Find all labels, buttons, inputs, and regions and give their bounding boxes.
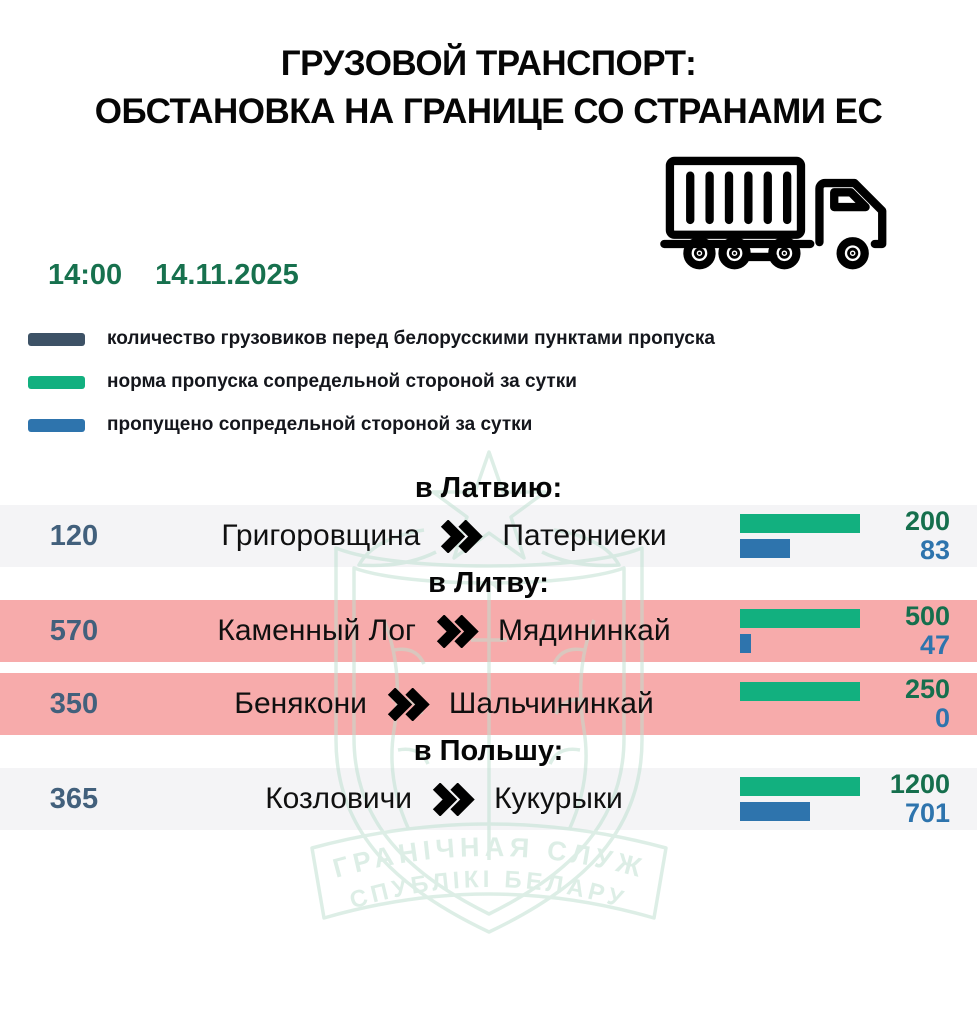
truck-icon <box>657 148 897 274</box>
section-header-poland: в Польшу: <box>413 735 564 767</box>
section-header-lithuania: в Литву: <box>428 567 549 599</box>
table-row: 120 Григоровщина Патерниеки 200 83 <box>0 505 977 567</box>
crossing-from: Григоровщина <box>221 519 421 552</box>
passed-value: 47 <box>919 630 950 660</box>
table-row: 570 Каменный Лог Мядининкай 500 47 <box>0 600 977 662</box>
norm-value: 200 <box>904 506 950 536</box>
crossing-names: Григоровщина Патерниеки <box>148 519 740 553</box>
crossing-from: Каменный Лог <box>217 614 416 647</box>
crossing-to: Мядининкай <box>497 614 671 647</box>
header-area: 14:00 14.11.2025 <box>0 140 977 300</box>
norm-value: 1200 <box>889 769 950 799</box>
norm-bar <box>740 777 860 796</box>
table-row: 350 Бенякони Шальчининкай 250 0 <box>0 673 977 735</box>
crossing-to: Патерниеки <box>502 519 667 552</box>
timestamp: 14:00 14.11.2025 <box>48 259 299 292</box>
time-value: 14:00 <box>48 259 123 291</box>
double-chevron-icon <box>438 519 484 553</box>
legend-item-norm: норма пропуска сопредельной стороной за … <box>28 371 977 393</box>
passed-value: 701 <box>904 798 950 828</box>
crossing-from: Козловичи <box>265 782 413 815</box>
crossing-names: Бенякони Шальчининкай <box>148 687 740 721</box>
title-line-1: ГРУЗОВОЙ ТРАНСПОРТ: <box>280 44 697 83</box>
queue-count: 570 <box>49 614 99 647</box>
passed-bar <box>740 802 810 821</box>
legend-label: количество грузовиков перед белорусскими… <box>107 328 715 349</box>
passed-value: 0 <box>934 703 950 733</box>
crossing-names: Козловичи Кукурыки <box>148 782 740 816</box>
bars <box>740 609 872 653</box>
queue-count: 350 <box>49 687 99 720</box>
legend-label: норма пропуска сопредельной стороной за … <box>107 371 577 392</box>
passed-bar <box>740 634 751 653</box>
bar-values: 1200 701 <box>872 770 977 828</box>
border-status-board: в Латвию: 120 Григоровщина Патерниеки 20… <box>0 416 977 934</box>
legend-item-passed: пропущено сопредельной стороной за сутки <box>28 414 977 436</box>
bars <box>740 514 872 558</box>
passed-bar <box>740 539 790 558</box>
page-title: ГРУЗОВОЙ ТРАНСПОРТ: ОБСТАНОВКА НА ГРАНИЦ… <box>10 40 967 136</box>
crossing-to: Кукурыки <box>494 782 623 815</box>
queue-color-swatch <box>28 332 85 346</box>
legend-item-queue: количество грузовиков перед белорусскими… <box>28 328 977 350</box>
section-header-latvia: в Латвию: <box>414 472 563 504</box>
passed-value: 83 <box>919 535 950 565</box>
crossing-from: Бенякони <box>234 687 367 720</box>
norm-value: 250 <box>904 674 950 704</box>
bar-values: 200 83 <box>872 507 977 565</box>
table-row: 365 Козловичи Кукурыки 1200 701 <box>0 768 977 830</box>
double-chevron-icon <box>430 782 476 816</box>
norm-bar <box>740 514 860 533</box>
crossing-names: Каменный Лог Мядининкай <box>148 614 740 648</box>
bars <box>740 777 872 821</box>
queue-count: 365 <box>49 782 99 815</box>
norm-bar <box>740 609 860 628</box>
norm-color-swatch <box>28 375 85 389</box>
legend-label: пропущено сопредельной стороной за сутки <box>107 414 533 435</box>
double-chevron-icon <box>385 687 431 721</box>
queue-count: 120 <box>49 519 99 552</box>
norm-value: 500 <box>904 601 950 631</box>
title-line-2: ОБСТАНОВКА НА ГРАНИЦЕ СО СТРАНАМИ ЕС <box>94 92 883 131</box>
crossing-to: Шальчининкай <box>448 687 654 720</box>
bar-values: 250 0 <box>872 675 977 733</box>
date-value: 14.11.2025 <box>155 259 299 291</box>
norm-bar <box>740 682 860 701</box>
bar-values: 500 47 <box>872 602 977 660</box>
bars <box>740 682 872 726</box>
passed-color-swatch <box>28 418 85 432</box>
double-chevron-icon <box>434 614 480 648</box>
legend: количество грузовиков перед белорусскими… <box>28 328 977 436</box>
